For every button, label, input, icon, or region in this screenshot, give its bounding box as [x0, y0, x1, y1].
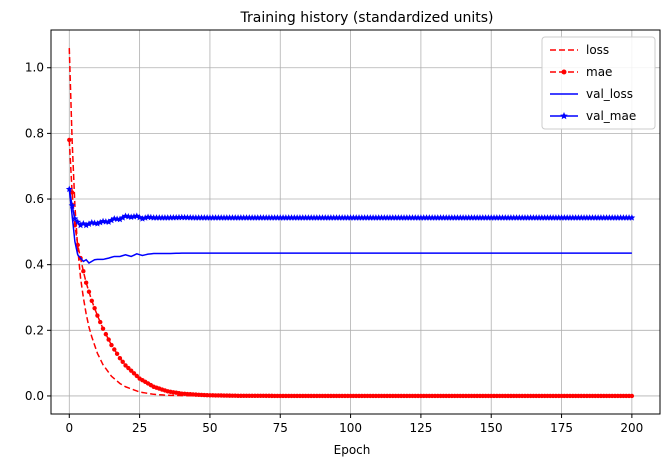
data-point: [67, 137, 72, 143]
series-line-val-loss: [68, 189, 632, 264]
legend-item-val-mae: val_mae: [550, 109, 636, 123]
axis-ticks: 0 25 50 75 100 125 150 175 200 0.0 0.2 0.4 0.6 0.8 1.0: [25, 61, 643, 435]
data-point: [100, 326, 106, 331]
y-tick-label: 1.0: [25, 61, 44, 75]
x-tick-label: 175: [550, 421, 573, 435]
x-tick-label: 125: [409, 421, 432, 435]
data-point: [82, 221, 90, 229]
data-point: [68, 201, 76, 209]
x-tick-label: 0: [65, 421, 73, 435]
legend-item-mae: mae: [550, 65, 612, 79]
x-tick-label: 75: [273, 421, 288, 435]
data-point: [77, 221, 84, 229]
legend-label: val_mae: [586, 109, 636, 123]
data-point: [83, 280, 89, 285]
data-point: [628, 214, 636, 221]
data-point: [108, 216, 115, 224]
plot-series: [65, 48, 636, 399]
data-point: [74, 218, 82, 225]
data-point: [106, 337, 111, 342]
legend-label: mae: [586, 65, 612, 79]
chart-title: Training history (standardized units): [240, 10, 494, 26]
data-point: [120, 359, 125, 365]
data-point: [134, 373, 139, 379]
data-point: [81, 269, 86, 274]
x-tick-label: 100: [339, 421, 362, 435]
x-tick-label: 50: [202, 421, 217, 435]
legend-label: loss: [586, 43, 609, 57]
legend-label: val_loss: [586, 87, 633, 101]
plot-frame: [50, 29, 661, 415]
legend-box: [541, 36, 656, 130]
data-point: [103, 331, 109, 337]
data-point: [89, 298, 94, 303]
data-point: [119, 214, 127, 221]
series-val-mae: [65, 185, 636, 229]
legend-item-val-loss: val_loss: [550, 87, 633, 101]
series-mae: [67, 137, 635, 399]
y-tick-label: 0.4: [25, 258, 44, 272]
x-axis-label: Epoch: [334, 443, 371, 457]
data-point: [117, 356, 123, 361]
data-point: [126, 365, 131, 371]
x-tick-label: 200: [620, 421, 643, 435]
data-point: [65, 185, 73, 193]
data-point: [86, 289, 92, 294]
data-point: [128, 368, 134, 373]
data-point: [131, 371, 137, 376]
data-point: [629, 393, 635, 399]
data-point: [71, 215, 79, 222]
data-point: [85, 220, 93, 227]
y-tick-label: 0.2: [25, 323, 44, 337]
grid-lines: [51, 30, 660, 414]
data-point: [93, 220, 101, 227]
data-point: [96, 218, 104, 226]
data-point: [114, 351, 120, 357]
legend-item-loss: loss: [550, 43, 609, 57]
data-point: [105, 218, 113, 225]
data-point: [112, 347, 117, 352]
legend-marker: [560, 112, 568, 120]
y-tick-label: 0.8: [25, 126, 44, 140]
y-tick-label: 0.6: [25, 192, 44, 206]
data-point: [98, 319, 103, 325]
data-point: [109, 342, 114, 348]
data-point: [75, 242, 80, 248]
y-tick-label: 0.0: [25, 389, 44, 403]
data-point: [123, 363, 128, 368]
data-point: [92, 305, 97, 311]
x-tick-label: 150: [480, 421, 503, 435]
legend: loss mae val_loss val_mae: [541, 36, 656, 130]
data-point: [95, 313, 100, 318]
data-point: [116, 215, 124, 223]
legend-marker: [561, 69, 567, 75]
x-tick-label: 25: [132, 421, 147, 435]
series-val-loss: [68, 189, 632, 264]
